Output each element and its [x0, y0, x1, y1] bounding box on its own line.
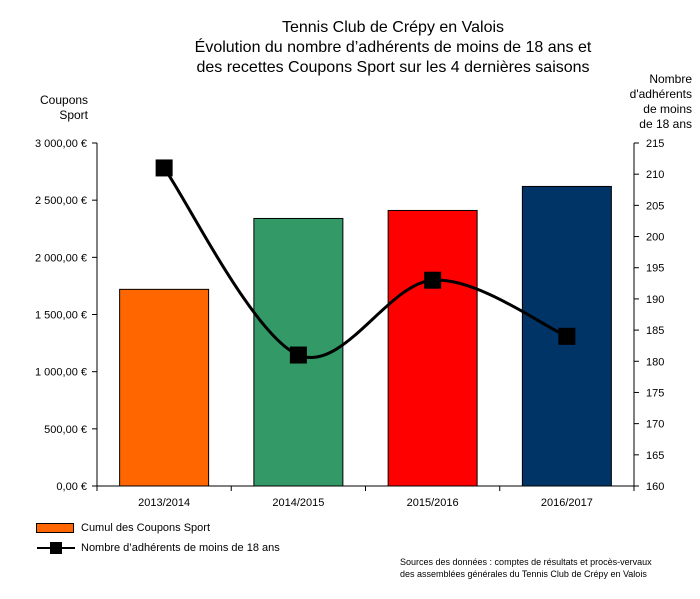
right-axis-tick-label: 210 — [646, 169, 664, 181]
right-axis-tick-label: 200 — [646, 232, 664, 244]
right-axis-title-line: de moins — [643, 102, 692, 116]
chart-title: Tennis Club de Crépy en Valois — [281, 19, 505, 36]
source-note-line: des assemblées générales du Tennis Club … — [400, 569, 647, 579]
source-note: Sources des données : comptes de résulta… — [400, 556, 693, 580]
x-axis-tick-label: 2014/2015 — [272, 497, 324, 509]
line-series-path — [162, 167, 568, 359]
bar — [387, 209, 478, 487]
left-axis-tick-label: 3 000,00 € — [35, 138, 87, 150]
right-axis-tick-label: 160 — [646, 481, 664, 493]
right-axis-tick-label: 175 — [646, 387, 664, 399]
chart-subtitle-line-1: Évolution du nombre d’adhérents de moins… — [194, 39, 592, 56]
legend-label-line: Nombre d’adhérents de moins de 18 ans — [81, 542, 280, 554]
left-axis-tick-label: 1 500,00 € — [35, 310, 87, 322]
line-point-marker — [155, 159, 173, 177]
bar — [119, 288, 210, 487]
right-axis-title-line: de 18 ans — [639, 117, 692, 131]
left-axis-tick-label: 0,00 € — [56, 481, 87, 493]
left-axis-title: Coupons Sport — [40, 93, 88, 123]
left-axis-tick-label: 1 000,00 € — [35, 367, 87, 379]
right-axis-tick-label: 165 — [646, 450, 664, 462]
chart-subtitle-line-2: des recettes Coupons Sport sur les 4 der… — [196, 59, 590, 76]
right-axis-title-line: Nombre — [649, 72, 692, 86]
right-axis-tick-label: 180 — [646, 356, 664, 368]
right-axis-tick-label: 215 — [646, 138, 664, 150]
x-axis-tick-label: 2015/2016 — [407, 497, 459, 509]
x-axis-tick-label: 2013/2014 — [138, 497, 190, 509]
line-point-marker — [289, 346, 307, 364]
right-axis-tick-label: 170 — [646, 419, 664, 431]
left-axis-title-line: Sport — [59, 108, 88, 122]
legend-swatch-bars — [36, 523, 74, 533]
right-axis-title: Nombre d'adhérents de moins de 18 ans — [612, 72, 692, 132]
left-axis-tick-label: 500,00 € — [44, 424, 87, 436]
left-axis-tick-label: 2 000,00 € — [35, 252, 87, 264]
legend-label-bars: Cumul des Coupons Sport — [81, 522, 211, 534]
line-point-marker — [424, 271, 442, 289]
source-note-line: Sources des données : comptes de résulta… — [400, 557, 652, 567]
right-axis-tick-label: 205 — [646, 200, 664, 212]
legend-line-marker-icon — [37, 542, 75, 554]
x-axis-tick-label: 2016/2017 — [541, 497, 593, 509]
left-axis-tick-label: 2 500,00 € — [35, 195, 87, 207]
right-axis-tick-label: 190 — [646, 294, 664, 306]
legend-item-bars: Cumul des Coupons Sport — [36, 521, 336, 535]
legend-item-line: Nombre d’adhérents de moins de 18 ans — [36, 541, 336, 555]
line-point-marker — [558, 327, 576, 345]
left-axis-title-line: Coupons — [40, 93, 89, 107]
right-axis-tick-label: 185 — [646, 325, 664, 337]
right-axis-title-line: d'adhérents — [629, 87, 692, 101]
right-axis-tick-label: 195 — [646, 263, 664, 275]
